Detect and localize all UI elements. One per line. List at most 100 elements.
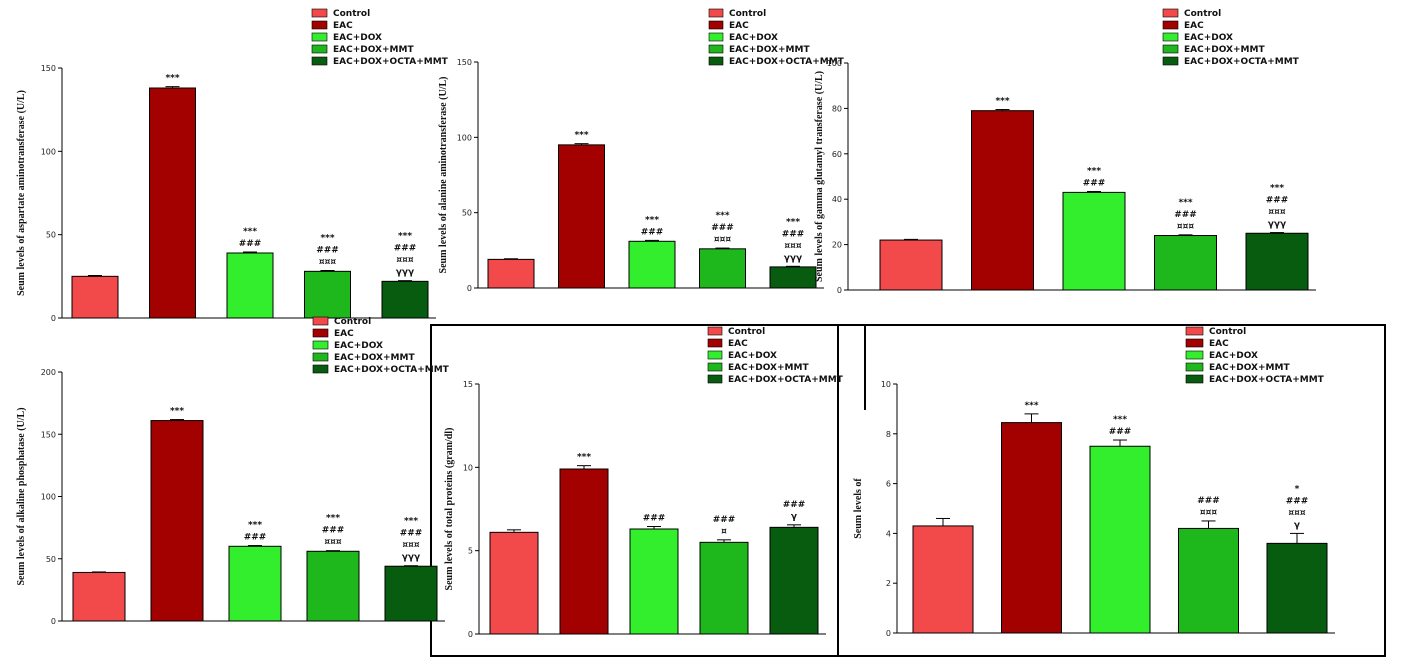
bar [71,275,119,319]
legend-swatch [1185,326,1204,336]
y-tick-label: 50 [462,209,472,218]
legend-swatch [312,316,329,326]
significance-label: *** [645,215,659,225]
bar [72,571,126,622]
significance-label: *** [404,517,418,527]
bar [1178,527,1239,634]
legend-label: Control [1184,9,1221,19]
significance-label: *** [326,514,340,524]
y-tick-label: 4 [886,529,891,538]
legend-label: EAC+DOX+OCTA+MMT [729,57,845,67]
bar [1266,542,1328,634]
significance-label: *** [170,407,184,417]
bar [489,531,539,635]
significance-label: ### [1197,496,1220,506]
y-tick-label: 150 [457,58,472,67]
y-tick-label: 20 [832,241,842,250]
legend-swatch [311,20,328,30]
legend-label: EAC+DOX [1209,351,1258,361]
legend-label: EAC [334,329,354,339]
bar [558,144,605,289]
legend-swatch [311,8,328,18]
legend-label: EAC+DOX+MMT [333,45,414,55]
chart-panel-5: 0 5 10 15 Seum levels of total proteins (gra… [444,326,844,639]
legend-label: EAC+DOX+OCTA+MMT [728,375,844,385]
y-tick-label: 10 [463,463,473,472]
legend-label: EAC+DOX+MMT [729,45,810,55]
legend-label: Control [1209,327,1246,337]
y-axis-label: Seum levels of total proteins (gram/dl) [444,428,455,591]
bar [1245,232,1309,291]
legend-label: EAC [333,21,353,31]
y-tick-label: 150 [41,430,56,439]
chart-panel-1: 0 50 100 150 Seum levels of aspartate aminot… [16,8,449,323]
legend-label: EAC+DOX+MMT [728,363,809,373]
legend-label: EAC [728,339,748,349]
significance-label: ### [316,246,339,256]
y-tick-label: 150 [41,64,56,73]
significance-label: γγγ [1268,220,1286,230]
legend-swatch [708,32,724,42]
legend-swatch [311,56,328,66]
significance-label: ### [1266,196,1289,206]
bar [1062,191,1126,291]
significance-label: *** [995,97,1009,107]
y-tick-label: 50 [46,555,56,564]
legend-swatch [312,328,329,338]
y-axis-label: Seum levels of [853,478,864,539]
bar [226,252,274,319]
significance-label: *** [320,234,334,244]
significance-label: ### [643,514,666,524]
y-tick-label: 0 [51,617,56,626]
legend-swatch [707,362,723,372]
y-tick-label: 100 [457,133,472,142]
significance-label: ¤¤¤ [319,258,336,268]
bar [699,541,749,635]
bar [487,258,535,289]
chart-panel-6: 0 2 4 6 8 10 Seum levels of *** *** ### ### ¤¤¤ * ###… [853,326,1335,638]
legend-label: Control [334,317,371,327]
y-tick-label: 10 [881,380,891,389]
y-tick-label: 50 [46,231,56,240]
significance-label: *** [1087,166,1101,176]
bar [769,526,819,635]
bar [1154,235,1217,291]
y-tick-label: 40 [832,195,842,204]
bar [559,468,609,635]
legend-swatch [1162,56,1179,66]
legend-swatch [311,32,328,42]
significance-label: ¤¤¤ [1268,208,1285,218]
legend-label: EAC+DOX [1184,33,1233,43]
legend-label: Control [729,9,766,19]
significance-label: ### [239,239,262,249]
legend-label: Control [728,327,765,337]
significance-label: *** [1024,401,1038,411]
bar [971,110,1034,291]
legend-label: EAC+DOX [333,33,382,43]
bar [150,420,204,622]
legend-label: EAC+DOX+OCTA+MMT [1209,375,1325,385]
significance-label: ### [711,223,734,233]
significance-label: *** [243,227,257,237]
legend-label: EAC+DOX+OCTA+MMT [334,365,450,375]
significance-label: ### [1286,496,1309,506]
legend-swatch [707,374,723,384]
significance-label: ### [1109,427,1132,437]
y-tick-label: 0 [468,630,473,639]
significance-label: ¤¤¤ [396,256,413,266]
bar [629,528,679,635]
bar [1089,445,1151,634]
legend-label: EAC+DOX+MMT [1209,363,1290,373]
legend-swatch [708,20,724,30]
y-tick-label: 100 [41,493,56,502]
y-tick-label: 200 [41,368,56,377]
y-axis-label: Seum levels of aspartate aminotransferas… [16,90,27,296]
y-tick-label: 2 [886,579,891,588]
significance-label: * [1295,484,1300,494]
significance-label: *** [398,232,412,242]
legend-label: EAC+DOX+MMT [1184,45,1265,55]
significance-label: *** [715,211,729,221]
legend-label: EAC+DOX [728,351,777,361]
legend-swatch [1185,350,1204,360]
